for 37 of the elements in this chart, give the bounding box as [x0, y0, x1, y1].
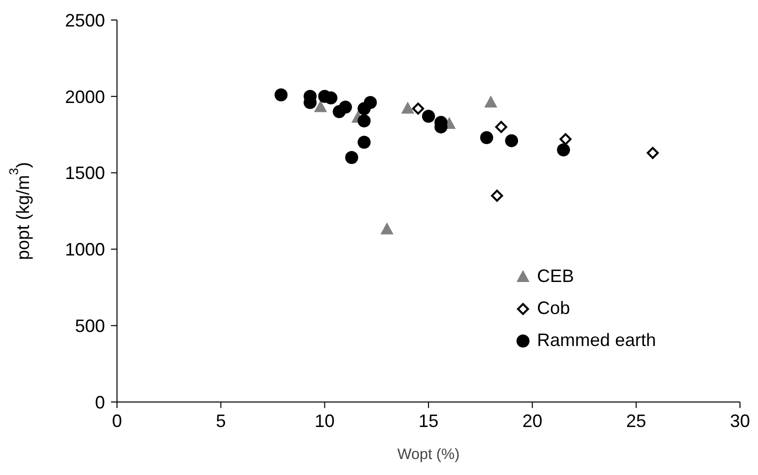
- point: [358, 102, 371, 116]
- point: [324, 91, 338, 104]
- point: [412, 102, 424, 115]
- legend-label: Rammed earth: [537, 330, 656, 350]
- x-tick-label: 10: [314, 410, 335, 431]
- legend-label: CEB: [537, 266, 574, 286]
- point: [401, 102, 414, 114]
- point: [422, 110, 435, 123]
- x-tick-label: 5: [216, 410, 226, 431]
- point: [491, 190, 504, 202]
- x-tick-label: 25: [626, 410, 646, 431]
- y-tick-label: 1000: [64, 240, 105, 260]
- point: [646, 146, 659, 159]
- x-tick-label: 30: [730, 410, 750, 431]
- point: [505, 134, 518, 148]
- y-tick-label: 0: [94, 392, 105, 412]
- y-tick-label: 2000: [64, 86, 105, 107]
- point: [495, 120, 508, 133]
- x-axis-title: Wopt (%): [397, 446, 460, 463]
- x-tick-label: 0: [112, 410, 122, 431]
- point: [380, 222, 394, 234]
- point: [556, 143, 570, 156]
- y-tick-label: 2500: [64, 10, 105, 30]
- point: [274, 88, 288, 102]
- point: [358, 136, 371, 149]
- x-tick-label: 20: [522, 410, 542, 431]
- legend-label: Cob: [537, 298, 570, 318]
- point: [560, 133, 572, 146]
- point: [484, 96, 498, 108]
- y-tick-label: 1500: [64, 163, 105, 184]
- point: [338, 100, 352, 114]
- y-tick-label: 500: [74, 316, 105, 336]
- point: [345, 151, 358, 164]
- point: [314, 100, 328, 112]
- point: [358, 114, 371, 128]
- x-tick-label: 15: [418, 410, 439, 431]
- point: [480, 131, 494, 144]
